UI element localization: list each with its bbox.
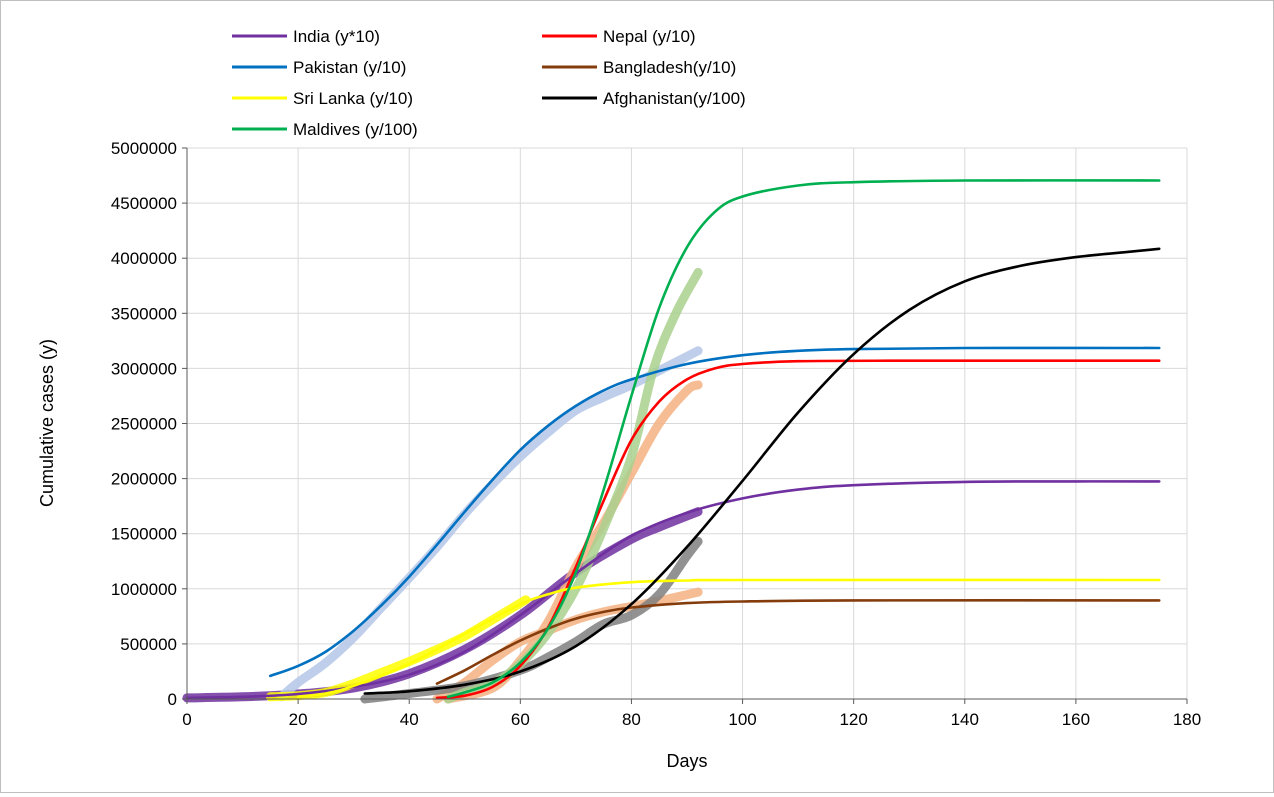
observed-line-pakistan-y-10 [276,346,703,702]
y-axis-title: Cumulative cases (y) [37,339,57,507]
legend-label-nepal-y-10: Nepal (y/10) [603,27,696,46]
y-tick-label: 4500000 [111,194,177,213]
y-tick-label: 3000000 [111,359,177,378]
legend-label-afghanistan-y-100: Afghanistan(y/100) [603,89,746,108]
fit-line-maldives-y-100 [446,179,1161,699]
y-tick-label: 3500000 [111,304,177,323]
x-tick-label: 100 [728,710,756,729]
tick-labels: 0 20 40 60 80 100 120 140 160 180 0 500000 1000000 15… [111,139,1201,729]
y-tick-label: 1000000 [111,580,177,599]
y-tick-label: 500000 [120,635,177,654]
legend-label-bangladesh-y-10: Bangladesh(y/10) [603,58,736,77]
observed-line-afghanistan-y-100 [360,536,703,704]
fit-line-nepal-y-10 [435,359,1161,700]
fit-line-bangladesh-y-10 [435,599,1161,685]
x-tick-label: 0 [182,710,191,729]
x-tick-label: 120 [839,710,867,729]
axes [182,147,1188,704]
legend-label-india-y-10: India (y*10) [293,27,380,46]
y-tick-label: 5000000 [111,139,177,158]
x-axis-title: Days [666,751,707,771]
y-tick-label: 1500000 [111,525,177,544]
fitted-curves-layer [185,179,1161,700]
legend-label-maldives-y-100: Maldives (y/100) [293,120,418,139]
legend-label-pakistan-y-10: Pakistan (y/10) [293,58,406,77]
x-tick-label: 180 [1173,710,1201,729]
x-tick-label: 80 [622,710,641,729]
x-tick-label: 60 [511,710,530,729]
x-tick-label: 140 [951,710,979,729]
x-tick-label: 160 [1062,710,1090,729]
y-tick-label: 2000000 [111,470,177,489]
fit-line-sri-lanka-y-10 [296,578,1161,699]
x-tick-label: 20 [289,710,308,729]
y-tick-label: 4000000 [111,249,177,268]
y-tick-label: 0 [168,690,177,709]
fit-line-pakistan-y-10 [269,346,1161,678]
legend-label-sri-lanka-y-10: Sri Lanka (y/10) [293,89,413,108]
x-tick-label: 40 [400,710,419,729]
legend: India (y*10) Nepal (y/10) Pakistan (y/10) B… [232,27,746,139]
y-tick-label: 2500000 [111,415,177,434]
